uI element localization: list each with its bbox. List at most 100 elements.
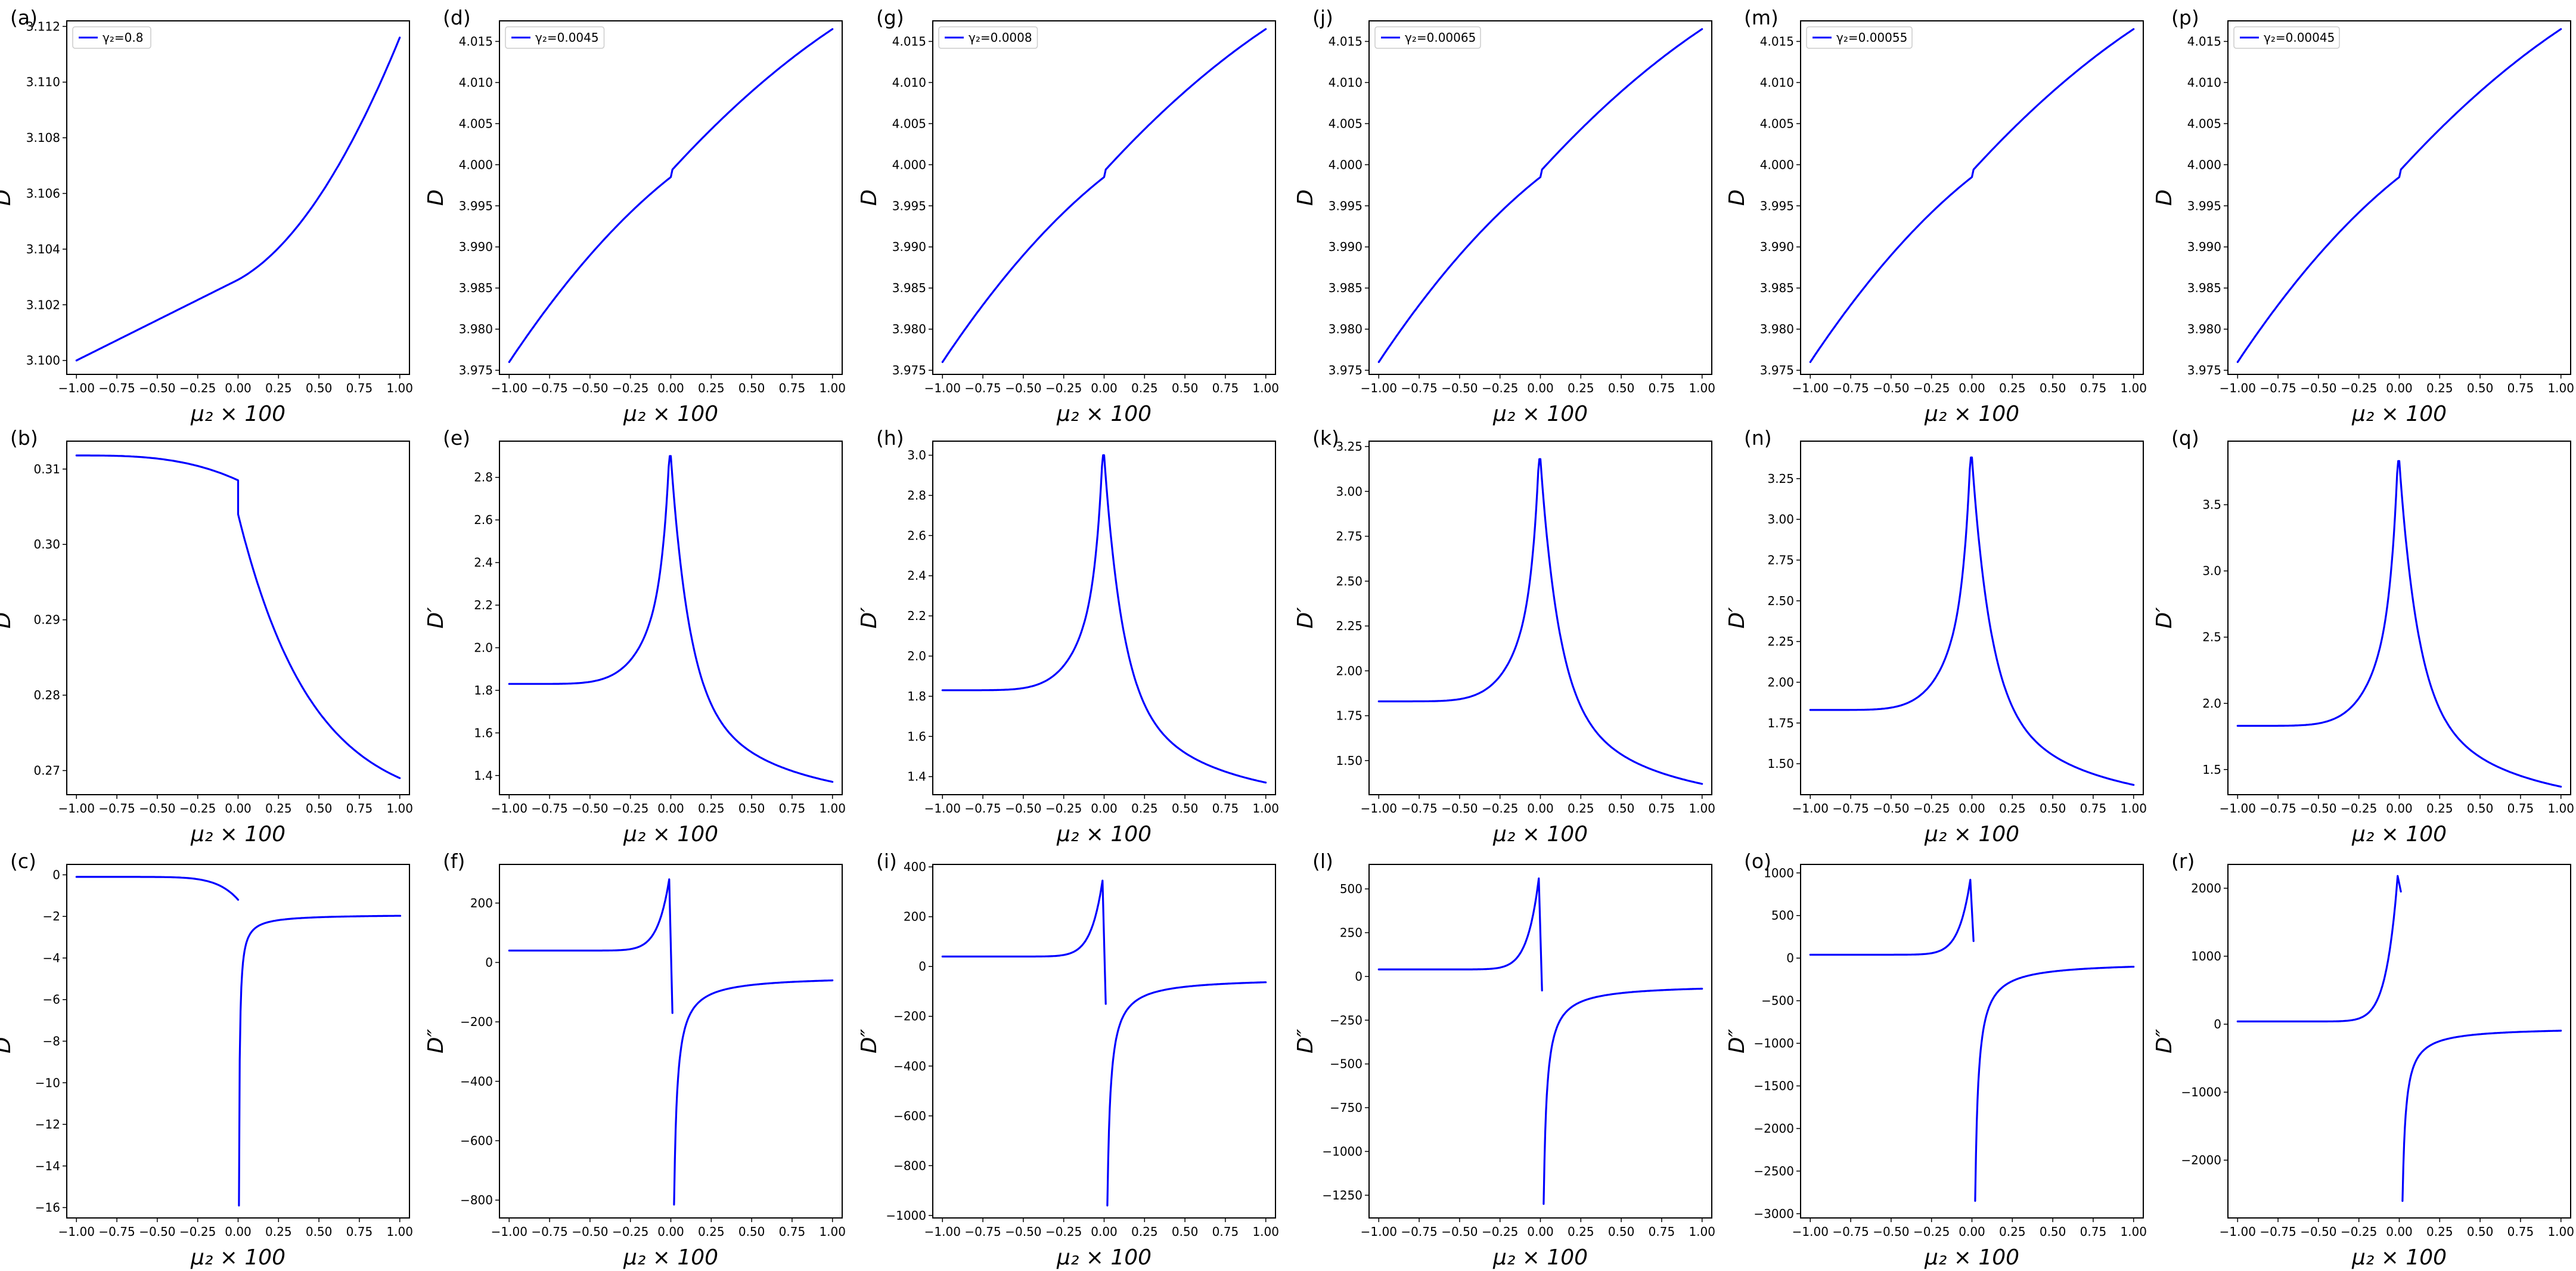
x-tick-label: 0.75 [1649, 1224, 1675, 1239]
x-axis-label: μ₂ × 100 [1056, 1245, 1152, 1270]
x-tick-label: 0.50 [306, 801, 333, 816]
x-tick-label: −0.25 [1045, 1224, 1082, 1239]
y-tick-label: −2 [43, 909, 60, 923]
series-line-h-0 [941, 454, 1267, 784]
y-tick-label: 3.975 [1329, 363, 1363, 377]
legend-box [1806, 26, 1913, 49]
y-tick-label: 0 [52, 867, 60, 882]
y-tick-label: 0 [2214, 1017, 2221, 1031]
y-axis-label: D″ [424, 1028, 448, 1053]
y-axis-label: D″ [857, 1028, 882, 1053]
panel-label: (p) [2171, 6, 2199, 29]
y-tick-label: 1.4 [907, 770, 926, 784]
x-tick-label: 0.00 [1527, 801, 1554, 816]
x-tick-label: 0.25 [265, 381, 292, 395]
y-tick-label: −600 [893, 1109, 926, 1123]
x-tick-label: 0.75 [346, 801, 373, 816]
x-tick-label: 1.00 [2547, 1224, 2574, 1239]
x-tick-label: −0.75 [1832, 801, 1869, 816]
x-tick-label: 0.25 [2426, 801, 2453, 816]
x-tick-label: 0.50 [1172, 1224, 1199, 1239]
y-tick-label: 3.100 [26, 354, 60, 368]
x-tick-label: −0.75 [1401, 801, 1437, 816]
plot-frame [1368, 20, 1712, 375]
x-tick-label: 0.25 [1568, 381, 1594, 395]
y-tick-label: −12 [35, 1117, 60, 1132]
x-tick-label: −1.00 [924, 801, 961, 816]
x-tick-label: 0.75 [1649, 381, 1675, 395]
y-tick-label: 2.00 [1767, 675, 1794, 689]
x-tick-label: −1.00 [2220, 1224, 2256, 1239]
x-tick-label: 0.25 [698, 801, 725, 816]
x-tick-label: −0.25 [1913, 381, 1950, 395]
y-tick-label: 3.995 [1329, 199, 1363, 213]
panel-label: (r) [2171, 850, 2195, 873]
y-tick-label: 4.010 [1329, 75, 1363, 89]
x-tick-label: −0.25 [1482, 801, 1518, 816]
x-tick-label: −0.50 [1873, 381, 1909, 395]
panel-label: (h) [876, 426, 904, 450]
plot-frame [1800, 20, 2144, 375]
panel-n: −1.00 −0.75 −0.50 −0.25 0.00 0.25 0.50 0.75 1.00… [1725, 426, 2147, 847]
plot-frame [932, 441, 1276, 795]
y-tick-label: 2.75 [1767, 553, 1794, 567]
x-tick-label: −1.00 [1792, 1224, 1829, 1239]
series-line-d-0 [508, 28, 834, 363]
x-tick-label: −0.25 [179, 381, 216, 395]
y-tick-label: 1.75 [1767, 716, 1794, 730]
x-tick-label: 1.00 [386, 381, 413, 395]
series-line-k-0 [1377, 458, 1703, 785]
x-tick-label: 0.25 [1999, 381, 2026, 395]
x-tick-label: −0.50 [139, 381, 175, 395]
y-tick-label: 1.50 [1336, 754, 1363, 768]
y-tick-label: 4.010 [2187, 75, 2221, 89]
legend: γ₂=0.8 [72, 26, 151, 49]
x-tick-label: 0.50 [2467, 1224, 2494, 1239]
panel-label: (q) [2171, 426, 2199, 450]
y-tick-label: 3.110 [26, 75, 60, 89]
plot-frame [66, 864, 410, 1219]
x-tick-label: −0.75 [2260, 1224, 2296, 1239]
y-tick-label: 4.000 [892, 157, 926, 172]
y-tick-label: −4 [43, 951, 60, 965]
x-tick-label: 0.50 [738, 381, 765, 395]
y-tick-label: 3.980 [892, 322, 926, 336]
x-tick-label: 0.25 [2426, 1224, 2453, 1239]
y-axis-label: D [424, 190, 448, 206]
y-tick-label: 3.112 [26, 19, 60, 33]
series-line-c-0 [75, 876, 240, 901]
x-tick-label: 0.75 [2080, 381, 2107, 395]
y-tick-label: 3.985 [2187, 281, 2221, 295]
panel-label: (a) [10, 6, 38, 29]
series-line-b-0 [75, 454, 401, 779]
x-tick-label: −0.50 [1873, 1224, 1909, 1239]
x-tick-label: −0.50 [572, 381, 608, 395]
x-tick-label: −0.25 [2341, 801, 2377, 816]
x-tick-label: −0.50 [1873, 801, 1909, 816]
x-tick-label: 1.00 [1689, 1224, 1715, 1239]
y-tick-label: −600 [460, 1133, 493, 1148]
x-tick-label: 0.00 [657, 801, 684, 816]
x-tick-label: −1.00 [58, 801, 95, 816]
y-tick-label: −14 [35, 1159, 60, 1173]
y-tick-label: 3.975 [892, 363, 926, 377]
series-line-m-0 [1809, 28, 2135, 363]
x-tick-label: −0.75 [98, 381, 135, 395]
y-tick-label: 2.00 [1336, 664, 1363, 678]
y-tick-label: 0 [1786, 951, 1794, 965]
panel-label: (c) [10, 850, 36, 873]
y-tick-label: 4.010 [459, 75, 493, 89]
x-tick-label: 0.00 [2386, 381, 2413, 395]
y-tick-label: 2.25 [1336, 619, 1363, 633]
y-axis-label: D [1725, 190, 1749, 206]
x-tick-label: 0.25 [2426, 381, 2453, 395]
legend-box [505, 26, 605, 49]
y-tick-label: −500 [1330, 1057, 1363, 1071]
y-tick-label: 3.106 [26, 186, 60, 200]
y-tick-label: 3.975 [1760, 363, 1794, 377]
legend-box [72, 26, 151, 49]
plot-frame [2227, 441, 2571, 795]
y-tick-label: 3.990 [892, 240, 926, 254]
panel-label: (m) [1744, 6, 1779, 29]
y-tick-label: 2.5 [2202, 630, 2221, 644]
